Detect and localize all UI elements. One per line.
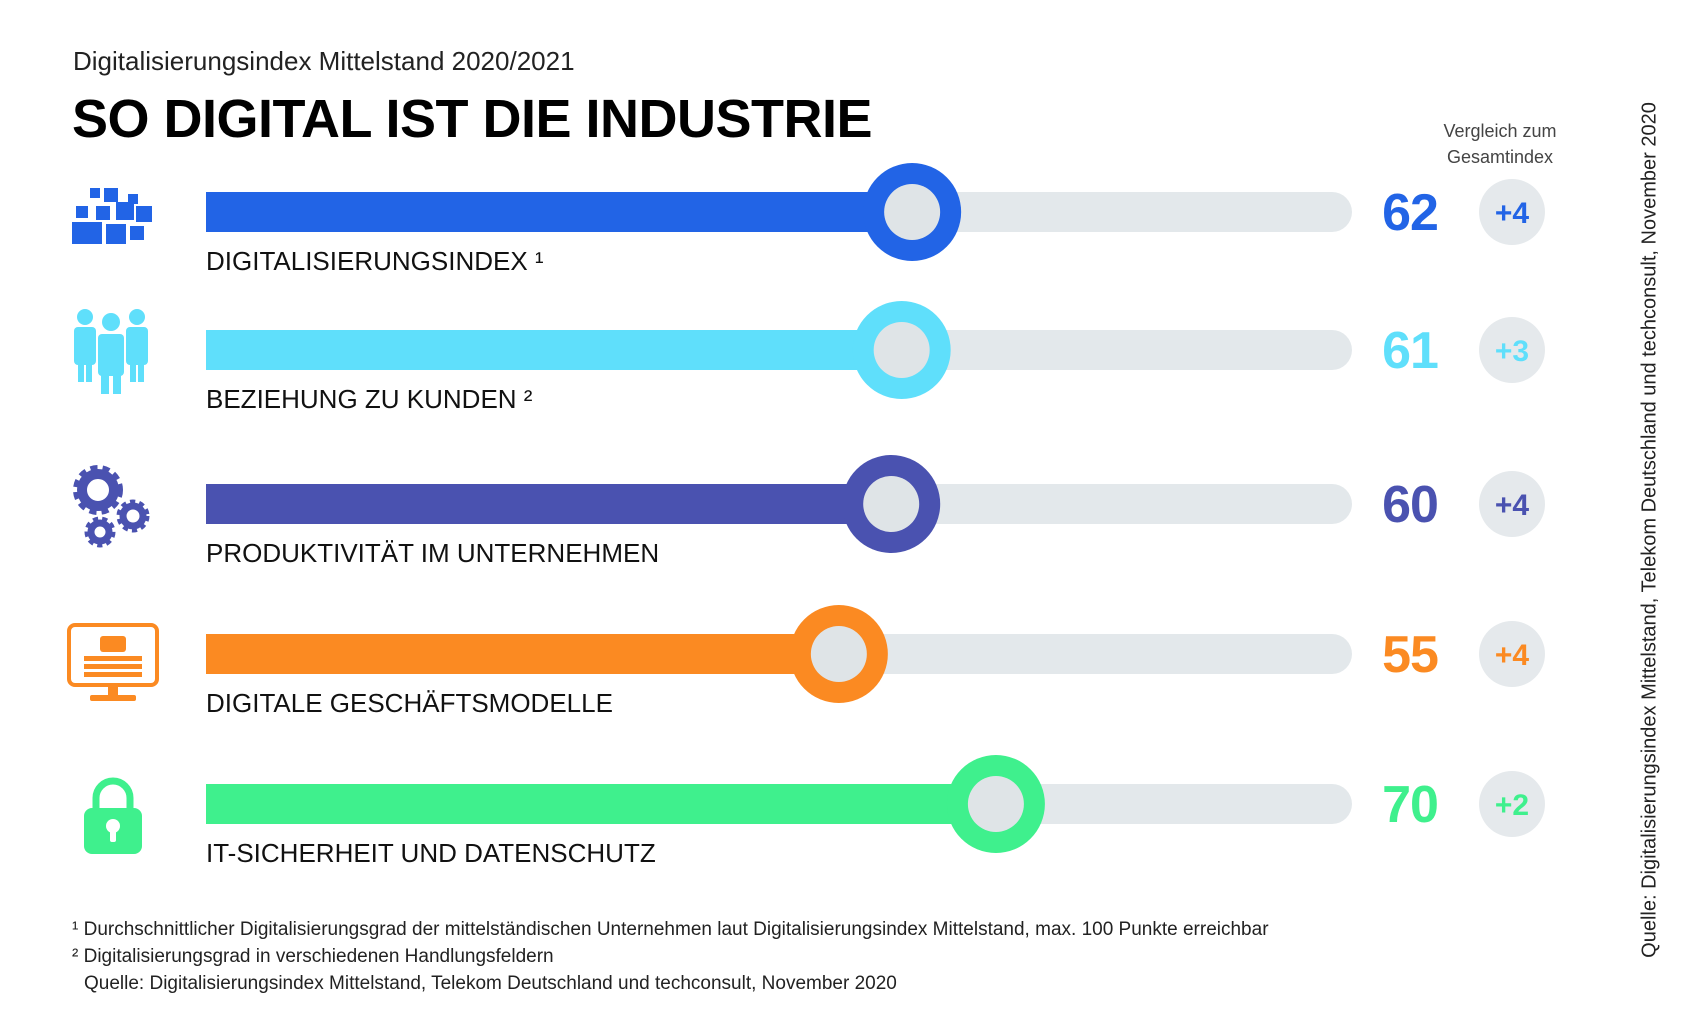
padlock-icon <box>84 777 142 854</box>
comparison-header-line2: Gesamtindex <box>1446 147 1554 167</box>
value-label: 55 <box>1382 626 1438 684</box>
bar-knob-center <box>873 322 930 378</box>
footnote-2: ² Digitalisierungsgrad in verschiedenen … <box>72 946 554 967</box>
bar-knob-center <box>810 626 867 682</box>
bar-fill <box>206 634 839 674</box>
bar-knob-center <box>884 184 941 240</box>
comparison-badge <box>1479 771 1545 837</box>
vertical-source-note: Quelle: Digitalisierungsindex Mittelstan… <box>1638 102 1661 958</box>
comparison-value: +3 <box>1495 335 1529 368</box>
comparison-badge <box>1479 621 1545 687</box>
footnote-source: Quelle: Digitalisierungsindex Mittelstan… <box>84 973 897 994</box>
value-label: 61 <box>1382 322 1438 380</box>
comparison-badge <box>1479 471 1545 537</box>
category-label: IT-SICHERHEIT UND DATENSCHUTZ <box>206 838 656 868</box>
monitor-icon <box>67 623 159 701</box>
comparison-value: +4 <box>1495 489 1530 522</box>
comparison-column-header: Vergleich zum Gesamtindex <box>1420 118 1580 170</box>
category-label: DIGITALE GESCHÄFTSMODELLE <box>206 688 613 718</box>
chart-subtitle: Digitalisierungsindex Mittelstand 2020/2… <box>73 46 575 76</box>
comparison-value: +4 <box>1495 639 1530 672</box>
footnote-1: ¹ Durchschnittlicher Digitalisierungsgra… <box>72 919 1269 940</box>
bar-fill <box>206 484 892 524</box>
bar-knob-center <box>863 476 920 532</box>
bar-fill <box>206 330 902 370</box>
value-label: 70 <box>1382 776 1438 834</box>
bar-knob-center <box>967 776 1024 832</box>
category-label: DIGITALISIERUNGSINDEX ¹ <box>206 246 544 276</box>
category-label: PRODUKTIVITÄT IM UNTERNEHMEN <box>206 538 659 568</box>
value-label: 60 <box>1382 476 1438 534</box>
people-group-icon <box>74 309 148 394</box>
comparison-badge <box>1479 317 1545 383</box>
chart-title: SO DIGITAL IST DIE INDUSTRIE <box>72 89 873 149</box>
comparison-header-line1: Vergleich zum <box>1443 121 1557 141</box>
footnotes: ¹ Durchschnittlicher Digitalisierungsgra… <box>72 916 1269 997</box>
comparison-value: +4 <box>1495 197 1530 230</box>
comparison-badge <box>1479 179 1545 245</box>
value-label: 62 <box>1382 184 1438 242</box>
comparison-value: +2 <box>1495 789 1529 822</box>
pixel-blocks-icon <box>72 188 152 244</box>
category-label: BEZIEHUNG ZU KUNDEN ² <box>206 384 533 414</box>
bar-fill <box>206 784 996 824</box>
gears-icon <box>73 465 150 548</box>
bar-fill <box>206 192 913 232</box>
